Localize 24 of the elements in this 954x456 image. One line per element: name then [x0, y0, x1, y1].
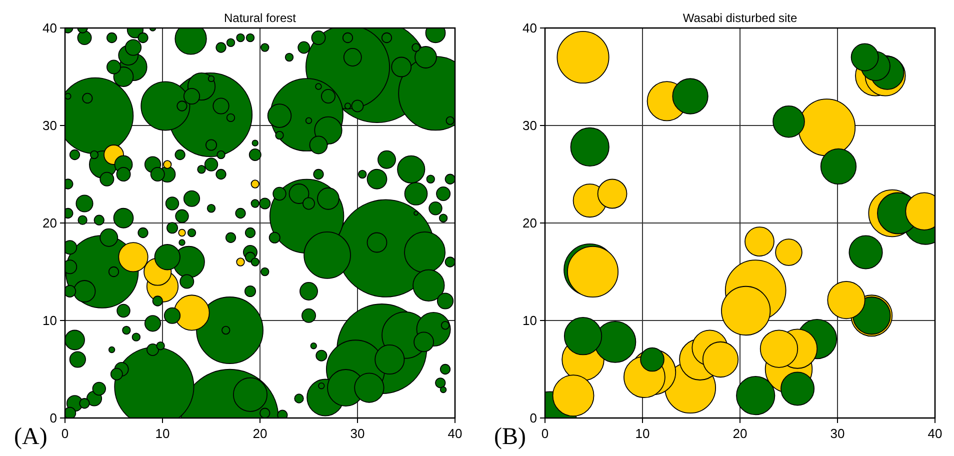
x-tick-label: 0: [541, 426, 549, 441]
y-tick-label: 10: [42, 313, 57, 328]
x-tick-label: 30: [350, 426, 365, 441]
x-tick-label: 30: [830, 426, 845, 441]
chart-title: Wasabi disturbed site: [682, 11, 798, 25]
chart-title: Natural forest: [224, 11, 297, 25]
y-tick-label: 0: [530, 410, 537, 426]
x-tick-label: 10: [635, 426, 650, 441]
y-tick-label: 30: [42, 118, 57, 133]
y-tick-label: 20: [522, 216, 537, 230]
x-tick-label: 0: [61, 426, 69, 441]
text: (B): [494, 424, 526, 450]
text: (A): [14, 424, 48, 450]
y-tick-label: 30: [522, 118, 537, 133]
y-tick-label: 40: [522, 20, 537, 36]
x-tick-label: 40: [928, 426, 942, 441]
y-tick-label: 10: [522, 313, 537, 328]
y-tick-label: 0: [50, 410, 57, 426]
x-tick-label: 20: [732, 426, 748, 441]
y-tick-label: 20: [42, 216, 57, 230]
x-tick-label: 40: [448, 426, 462, 441]
x-tick-label: 10: [155, 426, 170, 441]
y-tick-label: 40: [42, 20, 57, 36]
x-tick-label: 20: [252, 426, 268, 441]
